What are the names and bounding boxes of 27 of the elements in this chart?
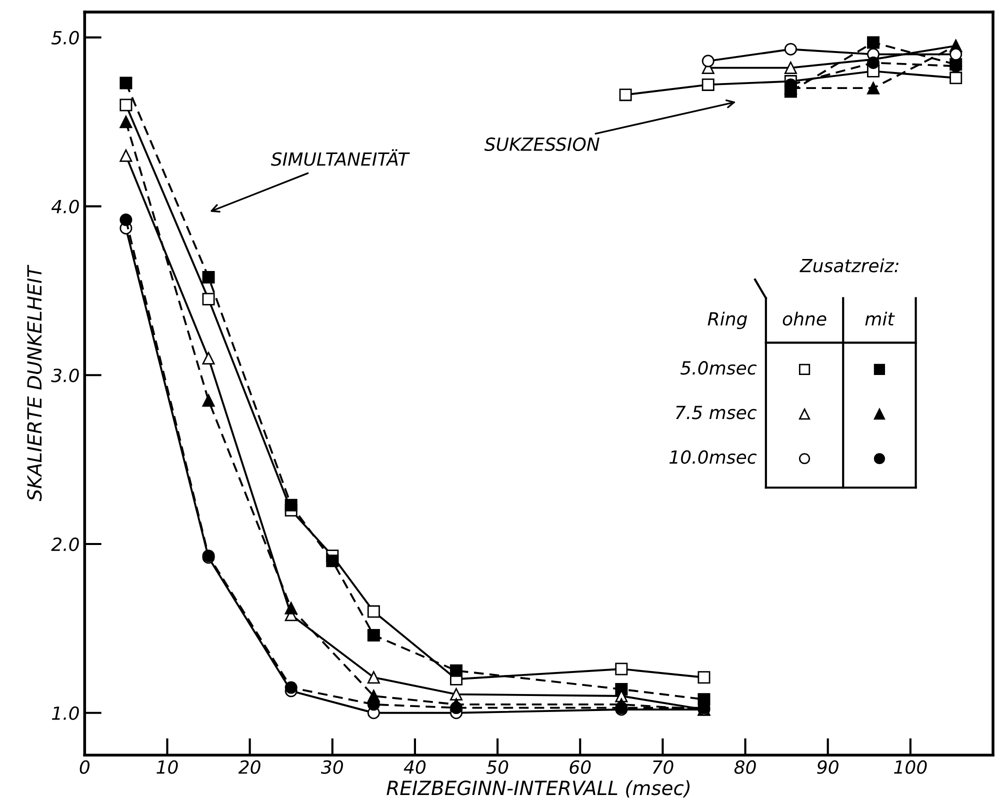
annotation: Ring	[708, 312, 748, 330]
x-axis-title: REIZBEGINN-INTERVALL (msec)	[386, 780, 690, 798]
x-tick-label: 0	[80, 760, 90, 774]
x-tick-label: 20	[238, 760, 260, 774]
annotation: SIMULTANEITÄT	[270, 149, 410, 166]
annotation: ohne	[782, 312, 826, 326]
x-tick-label: 80	[734, 760, 756, 774]
y-tick-label: 3.0	[51, 368, 79, 382]
x-tick-label: 30	[320, 760, 343, 774]
legend-label: 5.0msec	[680, 361, 757, 375]
x-tick-label: 50	[486, 760, 508, 774]
annotation: SUKZESSION	[484, 137, 600, 152]
legend-label: 10.0msec	[669, 450, 757, 464]
annotation: mit	[865, 312, 895, 326]
x-tick-label: 90	[817, 760, 838, 774]
legend-title: Zusatzreiz:	[800, 258, 898, 272]
legend-label: 7.5 msec	[676, 406, 757, 420]
x-tick-label: 40	[404, 760, 426, 774]
y-tick-label: 4.0	[51, 200, 79, 214]
y-tick-label: 5.0	[51, 30, 79, 45]
x-tick-label: 100	[894, 760, 927, 774]
y-tick-label: 2.0	[51, 537, 79, 552]
x-tick-label: 60	[570, 760, 591, 774]
x-tick-label: 10	[156, 760, 178, 774]
y-tick-label: 1.0	[52, 706, 79, 720]
y-axis-title: SKALIERTE DUNKELHEIT	[27, 264, 42, 502]
x-tick-label: 70	[652, 760, 674, 774]
